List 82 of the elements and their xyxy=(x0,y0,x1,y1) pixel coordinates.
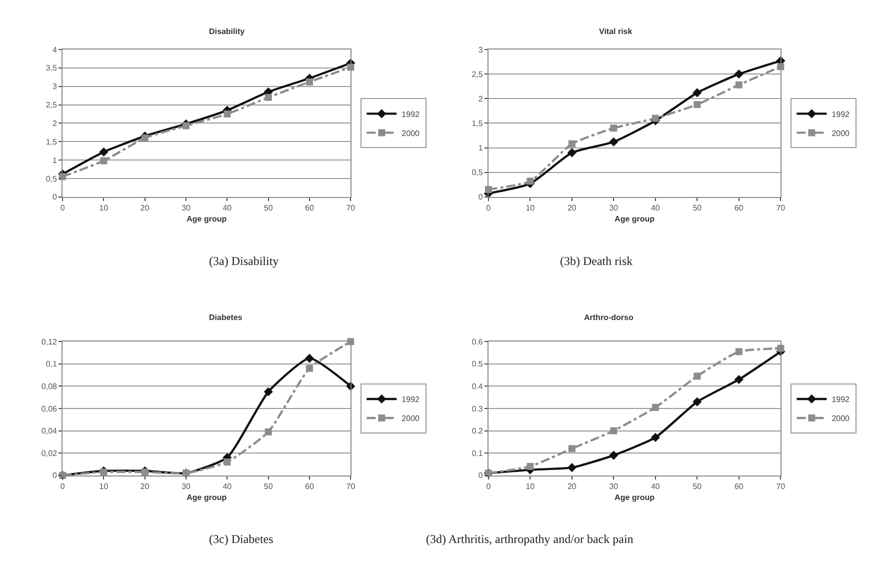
x-tick-label: 60 xyxy=(734,482,744,491)
y-tick-label: 0 xyxy=(52,192,58,202)
y-tick-label: 0 xyxy=(52,471,58,480)
y-tick-label: 0.6 xyxy=(472,337,484,346)
x-axis-title: Age group xyxy=(614,493,655,502)
y-tick-label: 3,5 xyxy=(46,64,58,73)
y-tick-label: 0.3 xyxy=(472,404,484,414)
x-tick-label: 30 xyxy=(182,204,192,213)
y-tick-label: 0,08 xyxy=(41,382,58,391)
x-tick-label: 40 xyxy=(650,482,660,491)
y-tick-label: 1 xyxy=(52,156,58,165)
x-tick-label: 50 xyxy=(264,204,274,213)
y-tick-label: 1 xyxy=(478,144,484,153)
y-tick-label: 0,5 xyxy=(46,174,58,184)
x-tick-label: 30 xyxy=(609,482,619,491)
x-tick-label: 50 xyxy=(692,204,702,213)
legend-label: 1992 xyxy=(832,110,850,119)
legend-label: 1992 xyxy=(832,395,850,404)
x-tick-label: 0 xyxy=(486,204,492,213)
x-tick-label: 50 xyxy=(264,482,274,491)
x-tick-label: 70 xyxy=(776,204,786,213)
x-tick-label: 10 xyxy=(99,204,109,213)
y-tick-label: 3 xyxy=(52,82,58,92)
y-tick-label: 1,5 xyxy=(46,137,58,146)
x-tick-label: 20 xyxy=(140,204,150,213)
x-tick-label: 60 xyxy=(305,482,314,491)
y-tick-label: 0.4 xyxy=(472,382,484,391)
x-tick-label: 40 xyxy=(222,482,232,491)
text: (3c) Diabetes xyxy=(209,532,274,546)
legend-label: 2000 xyxy=(832,128,850,138)
y-tick-label: 0 xyxy=(478,192,484,202)
y-tick-label: 1,5 xyxy=(472,119,484,128)
chart-title: Diabetes xyxy=(209,313,243,322)
x-tick-label: 30 xyxy=(182,482,192,491)
x-tick-label: 20 xyxy=(567,482,577,491)
x-tick-label: 70 xyxy=(346,482,356,491)
y-tick-label: 4 xyxy=(52,45,58,54)
y-tick-label: 0 xyxy=(478,471,484,480)
y-tick-label: 2,5 xyxy=(472,70,484,79)
x-tick-label: 30 xyxy=(609,204,619,213)
legend-label: 1992 xyxy=(402,110,420,119)
x-tick-label: 0 xyxy=(60,482,66,491)
y-tick-label: 0.5 xyxy=(472,360,484,369)
y-tick-label: 3 xyxy=(478,45,484,54)
y-tick-label: 2,5 xyxy=(46,100,58,110)
x-tick-label: 20 xyxy=(140,482,150,491)
legend-label: 1992 xyxy=(402,395,420,404)
x-tick-label: 10 xyxy=(526,204,536,213)
x-tick-label: 0 xyxy=(486,482,492,491)
x-axis-title: Age group xyxy=(614,214,655,224)
x-tick-label: 20 xyxy=(567,204,577,213)
y-tick-label: 0,12 xyxy=(41,337,58,346)
x-tick-label: 60 xyxy=(305,204,314,213)
text: (3a) Disability xyxy=(209,254,279,268)
x-tick-label: 60 xyxy=(734,204,744,213)
legend-label: 2000 xyxy=(832,414,850,424)
text: (3b) Death risk xyxy=(560,254,633,268)
y-tick-label: 0,04 xyxy=(41,426,58,436)
y-tick-label: 0,1 xyxy=(46,360,58,369)
y-tick-label: 2 xyxy=(52,119,58,128)
y-tick-label: 0,02 xyxy=(41,448,58,458)
x-tick-label: 10 xyxy=(99,482,109,491)
y-tick-label: 0.2 xyxy=(472,426,484,436)
x-axis-title: Age group xyxy=(186,493,227,502)
text: (3d) Arthritis, arthropathy and/or back pain xyxy=(426,532,634,546)
y-tick-label: 0,5 xyxy=(472,168,484,178)
chart-title: Arthro-dorso xyxy=(584,313,634,322)
x-tick-label: 10 xyxy=(526,482,536,491)
y-tick-label: 0,06 xyxy=(41,404,58,414)
x-tick-label: 70 xyxy=(776,482,786,491)
y-tick-label: 2 xyxy=(478,94,484,104)
x-tick-label: 40 xyxy=(222,204,232,213)
x-axis-title: Age group xyxy=(186,214,227,224)
x-tick-label: 0 xyxy=(60,204,66,213)
legend-label: 2000 xyxy=(402,128,420,138)
x-tick-label: 40 xyxy=(650,204,660,213)
x-tick-label: 50 xyxy=(692,482,702,491)
legend-label: 2000 xyxy=(402,414,420,424)
y-tick-label: 0.1 xyxy=(472,448,484,458)
chart-title: Disability xyxy=(209,27,246,36)
chart-title: Vital risk xyxy=(599,27,633,36)
x-tick-label: 70 xyxy=(346,204,356,213)
